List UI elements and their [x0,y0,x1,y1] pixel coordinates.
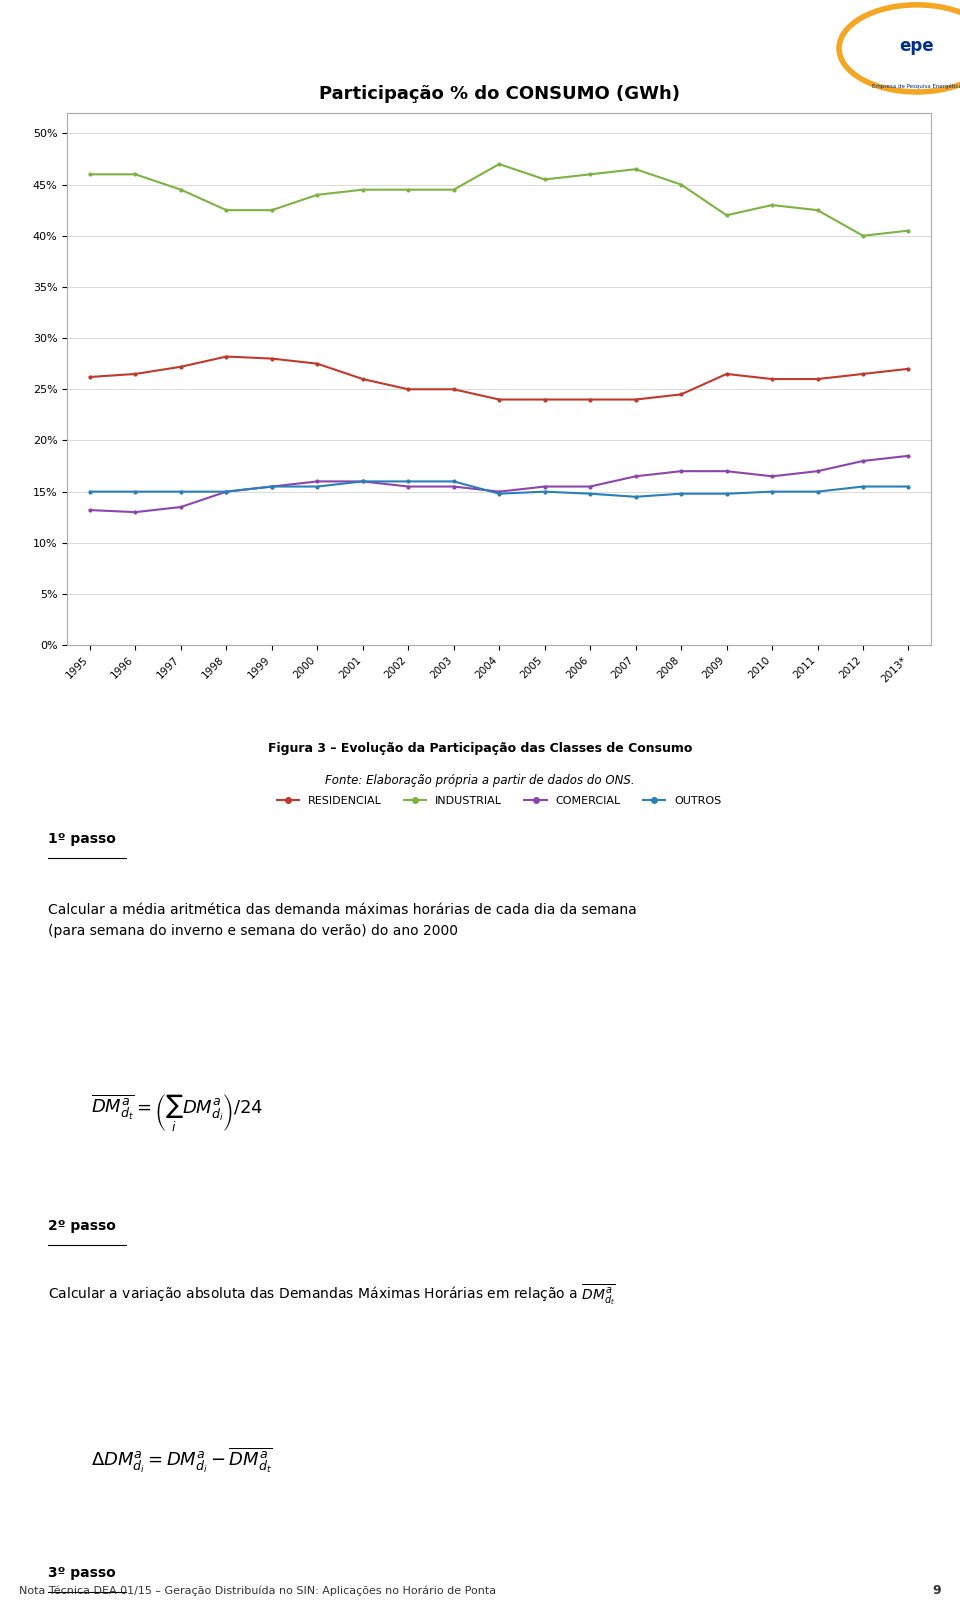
Text: Ministério de Minas e Energia: Ministério de Minas e Energia [10,23,264,39]
Text: 9: 9 [932,1584,941,1597]
Text: 1º passo: 1º passo [48,832,116,845]
Text: $\Delta DM^{a}_{d_i} = DM^{a}_{d_i} - \overline{DM^{a}_{d_t}}$: $\Delta DM^{a}_{d_i} = DM^{a}_{d_i} - \o… [91,1445,273,1474]
Text: Fonte: Elaboração própria a partir de dados do ONS.: Fonte: Elaboração própria a partir de da… [325,774,635,787]
Text: 2º passo: 2º passo [48,1219,116,1232]
Text: Empresa de Pesquisa Energética: Empresa de Pesquisa Energética [872,84,960,89]
Text: Calcular a variação absoluta das Demandas Máximas Horárias em relação a $\overli: Calcular a variação absoluta das Demanda… [48,1282,615,1308]
Text: Nota Técnica DEA 01/15 – Geração Distribuída no SIN: Aplicações no Horário de Po: Nota Técnica DEA 01/15 – Geração Distrib… [19,1586,496,1595]
Title: Participação % do CONSUMO (GWh): Participação % do CONSUMO (GWh) [319,85,680,103]
Text: Figura 3 – Evolução da Participação das Classes de Consumo: Figura 3 – Evolução da Participação das … [268,742,692,755]
Text: $\overline{DM^{a}_{d_t}} = \left(\sum_{i} DM^{a}_{d_i}\right)/24$: $\overline{DM^{a}_{d_t}} = \left(\sum_{i… [91,1092,263,1134]
Text: 3º passo: 3º passo [48,1566,116,1579]
Legend: RESIDENCIAL, INDUSTRIAL, COMERCIAL, OUTROS: RESIDENCIAL, INDUSTRIAL, COMERCIAL, OUTR… [273,790,726,810]
Text: epe: epe [900,37,934,55]
Text: Calcular a média aritmética das demanda máximas horárias de cada dia da semana
(: Calcular a média aritmética das demanda … [48,903,636,937]
